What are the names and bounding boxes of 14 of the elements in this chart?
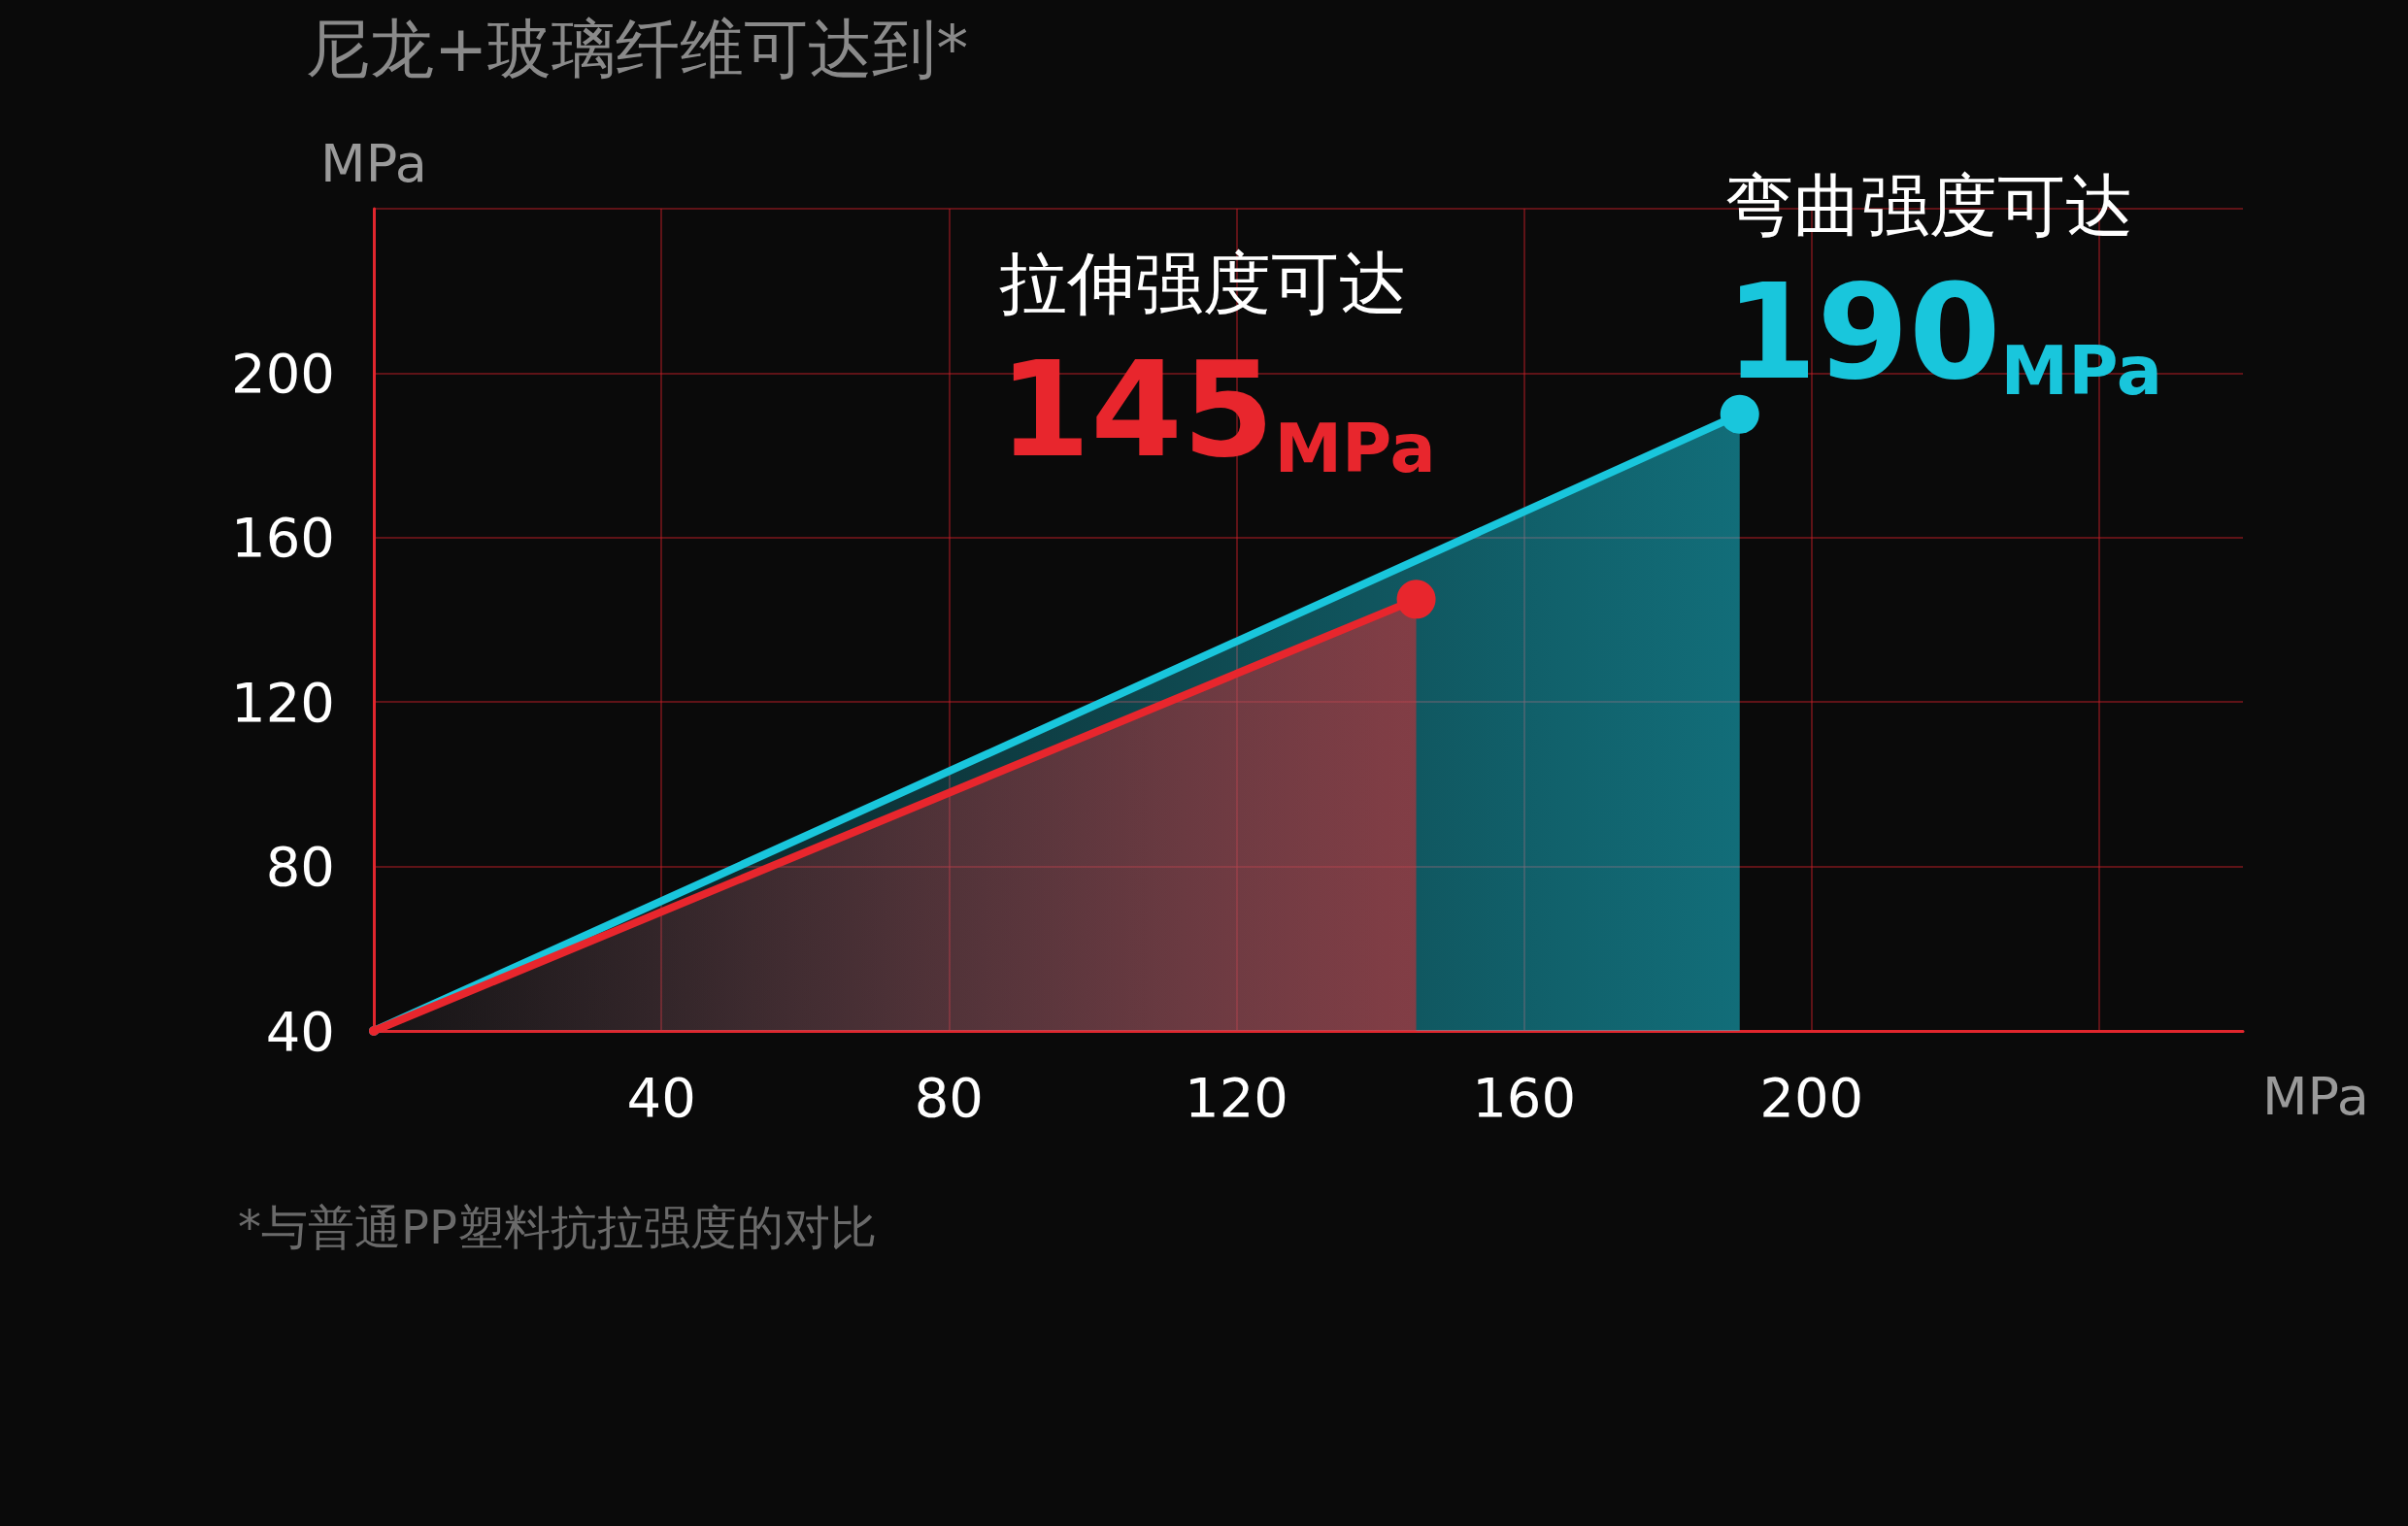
x-tick-label: 160 (1472, 1065, 1577, 1129)
y-tick-label: 200 (231, 341, 335, 405)
text: *与普通PP塑料抗拉强度的对比 (238, 1200, 877, 1254)
y-axis-title: MPa (320, 132, 427, 194)
x-tick-label: 120 (1185, 1065, 1288, 1129)
y-tick-label: 160 (231, 506, 335, 570)
chart-title: 尼龙+玻璃纤维可达到* (306, 11, 969, 86)
x-tick-label: 40 (626, 1065, 696, 1129)
x-axis-title: MPa (2262, 1065, 2369, 1127)
x-tick-label: 80 (914, 1065, 984, 1129)
x-tick-label: 200 (1759, 1065, 1864, 1129)
y-tick-label: 120 (231, 670, 335, 734)
y-tick-label: 40 (265, 999, 335, 1063)
y-tick-label: 80 (265, 835, 335, 899)
